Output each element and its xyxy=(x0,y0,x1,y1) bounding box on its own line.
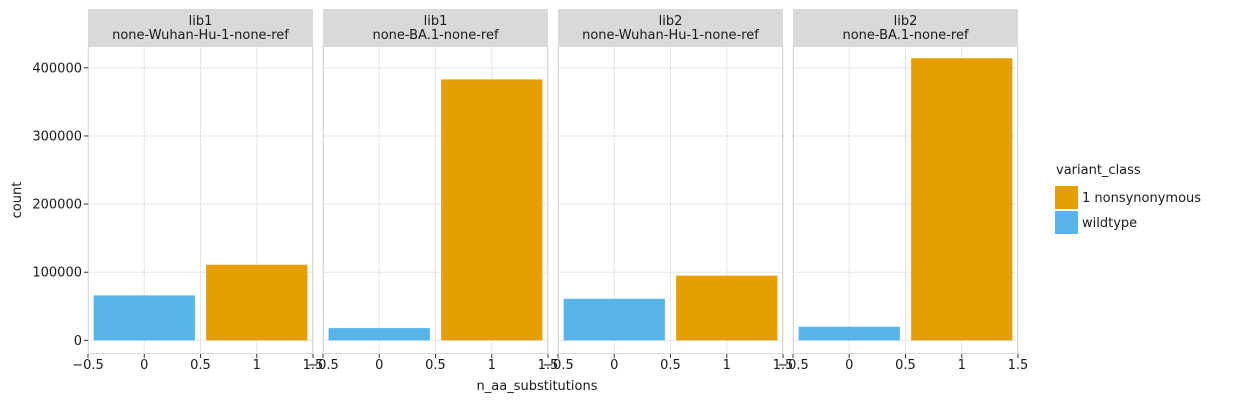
facet-strip-line1: lib1 xyxy=(189,14,213,29)
x-tick-label: 0 xyxy=(845,358,853,373)
x-tick-label: −0.5 xyxy=(307,358,339,373)
bar-wildtype xyxy=(563,298,665,341)
facet-strip xyxy=(558,9,783,46)
x-tick-label: 0 xyxy=(610,358,618,373)
facet-strip xyxy=(323,9,548,46)
bar-wildtype xyxy=(328,328,430,341)
bar-wildtype xyxy=(93,295,195,341)
panel-border xyxy=(558,46,783,354)
legend-label: wildtype xyxy=(1082,216,1137,231)
x-tick-label: 1.5 xyxy=(303,358,324,373)
facet-strip-line1: lib2 xyxy=(659,14,683,29)
facet-strip-line2: none-BA.1-none-ref xyxy=(842,28,969,43)
y-tick-label: 100000 xyxy=(32,266,82,281)
x-tick-label: 0.5 xyxy=(895,358,916,373)
bar-nonsynonymous xyxy=(206,264,308,341)
facet-strip xyxy=(793,9,1018,46)
x-tick-label: 1.5 xyxy=(538,358,559,373)
y-axis-title: count xyxy=(10,182,25,219)
facet-strip xyxy=(88,9,313,46)
x-tick-label: −0.5 xyxy=(777,358,809,373)
x-axis-title: n_aa_substitutions xyxy=(477,379,598,394)
bar-nonsynonymous xyxy=(441,79,543,341)
x-tick-label: 0 xyxy=(375,358,383,373)
bar-nonsynonymous xyxy=(911,58,1013,341)
x-tick-label: 0.5 xyxy=(425,358,446,373)
panel-border xyxy=(793,46,1018,354)
x-tick-label: −0.5 xyxy=(72,358,104,373)
legend-key-wildtype xyxy=(1055,211,1078,234)
facet-strip-line1: lib2 xyxy=(894,14,918,29)
x-tick-label: −0.5 xyxy=(542,358,574,373)
x-tick-label: 1 xyxy=(253,358,261,373)
x-tick-label: 1 xyxy=(488,358,496,373)
panel-border xyxy=(88,46,313,354)
facet-strip-line1: lib1 xyxy=(424,14,448,29)
facet-strip-line2: none-BA.1-none-ref xyxy=(372,28,499,43)
y-tick-label: 200000 xyxy=(32,198,82,213)
x-tick-label: 1 xyxy=(723,358,731,373)
x-tick-label: 1 xyxy=(958,358,966,373)
y-tick-label: 0 xyxy=(74,334,82,349)
x-tick-label: 0.5 xyxy=(660,358,681,373)
x-tick-label: 0.5 xyxy=(190,358,211,373)
x-tick-label: 1.5 xyxy=(1008,358,1029,373)
facet-strip-line2: none-Wuhan-Hu-1-none-ref xyxy=(582,28,759,43)
legend-key-nonsynonymous xyxy=(1055,186,1078,209)
x-tick-label: 1.5 xyxy=(773,358,794,373)
facet-strip-line2: none-Wuhan-Hu-1-none-ref xyxy=(112,28,289,43)
legend-title: variant_class xyxy=(1056,163,1141,178)
y-tick-label: 300000 xyxy=(32,129,82,144)
panel-border xyxy=(323,46,548,354)
x-tick-label: 0 xyxy=(140,358,148,373)
bar-wildtype xyxy=(798,326,900,341)
y-tick-label: 400000 xyxy=(32,61,82,76)
legend-label: 1 nonsynonymous xyxy=(1082,191,1201,206)
bar-nonsynonymous xyxy=(676,275,778,341)
